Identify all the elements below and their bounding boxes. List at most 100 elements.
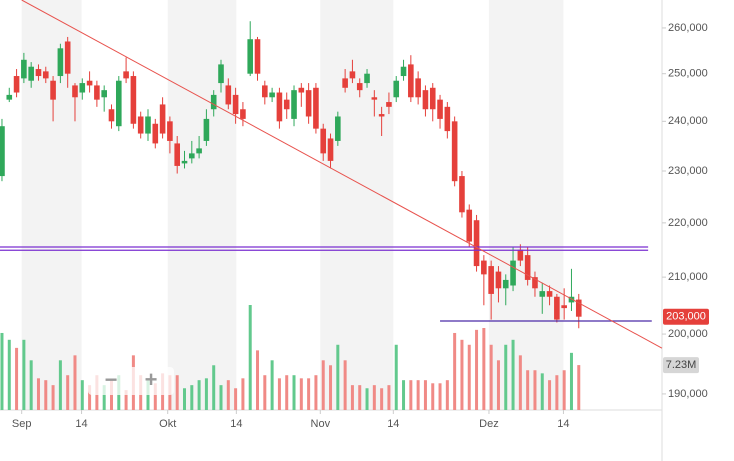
volume-bar [402, 380, 406, 410]
volume-bar [277, 378, 281, 410]
candle-body [42, 71, 49, 79]
candle-body [181, 160, 188, 164]
candle-body [327, 138, 334, 161]
volume-bar [285, 375, 289, 410]
y-tick-label: 250,000 [668, 68, 708, 80]
volume-bar [190, 385, 194, 410]
last-price-label: 203,000 [666, 311, 706, 323]
candle-body [422, 90, 429, 110]
volume-bar [533, 370, 537, 410]
candle-body [335, 116, 341, 141]
y-tick-label: 240,000 [668, 115, 708, 127]
volume-bar [175, 375, 179, 410]
candle-body [466, 209, 473, 242]
x-tick-label: Okt [159, 418, 176, 430]
candle-body [575, 299, 582, 317]
candle-body [386, 102, 392, 107]
candle-body [240, 109, 246, 119]
candle-body [115, 80, 122, 127]
volume-bar [577, 365, 581, 410]
candle-body [262, 85, 268, 98]
last-volume-label: 7.23M [666, 359, 697, 371]
candle-body [159, 104, 166, 134]
candle-body [517, 249, 524, 261]
volume-bar [80, 380, 84, 410]
y-tick-label: 260,000 [668, 22, 708, 34]
volume-bar [183, 388, 187, 410]
volume-bar [496, 360, 500, 410]
zoom-button[interactable]: − [105, 367, 118, 392]
volume-bar [0, 332, 4, 410]
candle-body [342, 78, 348, 88]
volume-bar [562, 370, 566, 410]
volume-bar [248, 305, 252, 410]
candle-body [561, 305, 567, 309]
volume-bar [518, 355, 522, 410]
volume-bar [256, 350, 260, 410]
volume-bar [431, 383, 435, 410]
candle-body [554, 296, 560, 320]
y-tick-label: 220,000 [668, 217, 708, 229]
volume-bar [329, 365, 333, 410]
volume-bar [234, 388, 238, 410]
candle-body [393, 80, 400, 98]
candle-body [444, 106, 451, 132]
volume-bar [475, 329, 479, 410]
candle-body [203, 118, 210, 141]
volume-bar [387, 385, 391, 410]
volume-bar [109, 380, 113, 410]
candle-body [72, 85, 78, 98]
volume-bar [321, 360, 325, 410]
candle-body [210, 94, 217, 110]
candle-body [539, 291, 546, 297]
volume-bar [44, 380, 48, 410]
volume-bar [51, 385, 55, 410]
volume-bar [292, 375, 296, 410]
volume-bar [438, 383, 442, 410]
candle-body [225, 85, 232, 105]
volume-bar [15, 347, 19, 410]
candle-body [276, 92, 283, 122]
candle-body [0, 126, 5, 177]
zoom-panel [88, 367, 174, 395]
x-tick-label: Dez [479, 418, 499, 430]
candle-body [524, 255, 531, 280]
volume-bar [29, 360, 33, 410]
volume-bar [22, 339, 26, 410]
candle-body [364, 73, 370, 84]
x-tick-label: 14 [557, 418, 569, 430]
candle-body [459, 176, 465, 213]
candle-body [6, 94, 13, 100]
candle-body [137, 116, 144, 134]
volume-bar [299, 378, 303, 410]
volume-bar [540, 373, 544, 410]
candle-body [123, 71, 129, 79]
volume-bar [489, 344, 493, 410]
volume-bar [467, 344, 471, 410]
period-band [320, 0, 394, 410]
volume-bar [372, 385, 376, 410]
candle-body [488, 266, 494, 294]
volume-bar [124, 390, 128, 410]
candle-body [510, 260, 516, 286]
candle-body [64, 41, 71, 74]
volume-bar [423, 380, 427, 410]
candle-body [57, 48, 64, 77]
candle-body [451, 121, 458, 182]
candle-body [305, 90, 312, 117]
volume-bar [453, 332, 457, 410]
candle-body [269, 92, 275, 98]
volume-bar [58, 360, 62, 410]
volume-bar [197, 380, 201, 410]
candle-body [21, 59, 27, 79]
candle-body [218, 64, 224, 84]
candle-body [283, 99, 290, 110]
x-tick-label: Nov [311, 418, 331, 430]
volume-bar [394, 344, 398, 410]
candle-body [568, 296, 575, 303]
candle-body [174, 143, 181, 166]
volume-bar [350, 385, 354, 410]
zoom-button[interactable]: + [145, 367, 158, 392]
volume-bar [416, 380, 420, 410]
x-tick-label: 14 [387, 418, 399, 430]
